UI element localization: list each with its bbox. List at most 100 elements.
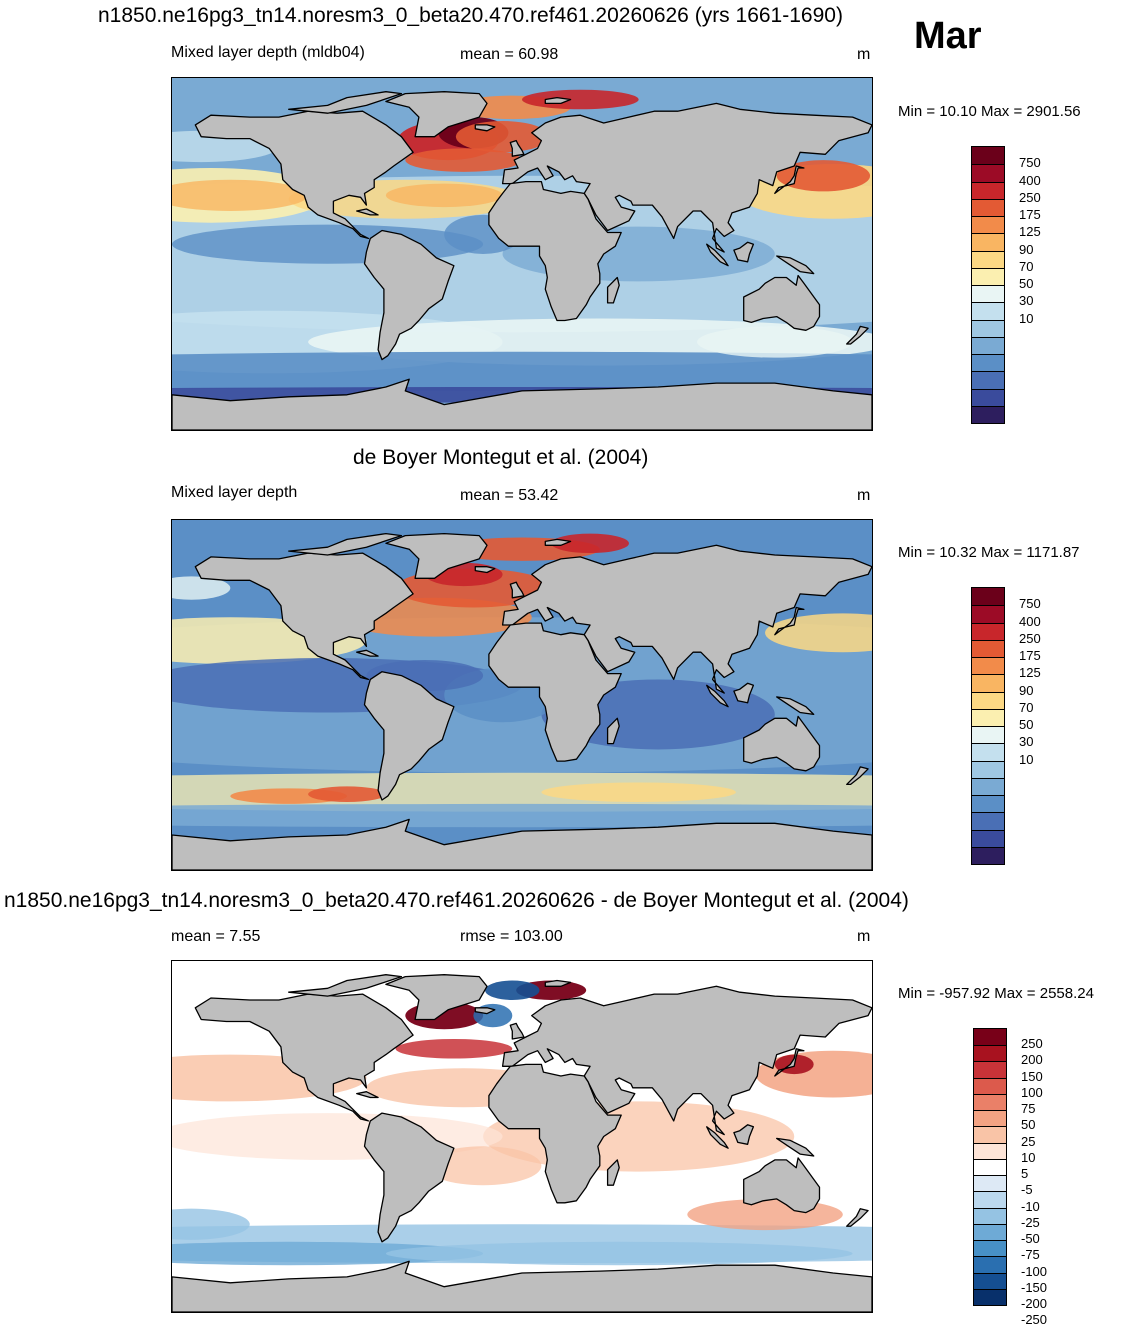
- colorbar-tick-label: 175: [1019, 207, 1041, 222]
- colorbar-tick-label: 200: [1021, 1052, 1043, 1068]
- landmass-madagascar: [606, 717, 620, 745]
- landmass-svalbard: [544, 979, 572, 987]
- colorbar-swatch: [972, 795, 1004, 813]
- colorbar-tick-label: -5: [1021, 1182, 1033, 1198]
- landmass-canadaIslands: [288, 974, 403, 997]
- landmass-britain: [509, 581, 525, 599]
- colorbar-swatch: [972, 250, 1004, 268]
- landmass-northAmerica: [194, 993, 414, 1122]
- colorbar-swatch: [974, 1061, 1006, 1078]
- landmass-antarctica: [172, 1260, 872, 1312]
- colorbar-swatch: [974, 1223, 1006, 1241]
- panel2-mean-label: mean = 53.42: [460, 487, 559, 504]
- landmass-greenland: [385, 974, 488, 1021]
- colorbar-tick-label: 125: [1019, 224, 1041, 240]
- colorbar-tick-label: 125: [1019, 665, 1041, 681]
- colorbar-tick-label: 90: [1019, 682, 1034, 698]
- landmass-cuba: [356, 649, 379, 657]
- colorbar-swatch: [972, 233, 1004, 251]
- colorbar-tick-label: -150: [1021, 1279, 1048, 1295]
- colorbar-tick-label: 250: [1021, 1036, 1043, 1052]
- colorbar-tick-label: -250: [1021, 1312, 1048, 1327]
- colorbar-swatch: [974, 1175, 1006, 1192]
- landmass-africa: [488, 180, 622, 322]
- colorbar-tick-label: 5: [1021, 1166, 1029, 1182]
- colorbar-tick-label: 10: [1021, 1149, 1036, 1165]
- colorbar-tick-label: 10: [1019, 751, 1034, 767]
- colorbar-swatch: [972, 846, 1004, 864]
- panel2-units: m: [857, 487, 871, 504]
- colorbar-swatch: [972, 388, 1004, 406]
- landmass-madagascar: [606, 276, 620, 304]
- panel1-minmax: Min = 10.10 Max = 2901.56: [898, 103, 1081, 120]
- landmass-newGuinea: [776, 255, 815, 275]
- map-canvas: [172, 78, 872, 430]
- landmass-antarctica: [172, 378, 872, 430]
- colorbar-swatch: [972, 302, 1004, 320]
- panel3-title: n1850.ne16pg3_tn14.noresm3_0_beta20.470.…: [4, 889, 909, 912]
- landmass-iceland: [474, 1007, 496, 1015]
- colorbar-swatch: [972, 336, 1004, 354]
- colorbar-swatch: [974, 1045, 1006, 1062]
- panel2-colorbar: [971, 587, 1005, 865]
- landmass-eurasia: [501, 102, 872, 253]
- colorbar-swatch: [974, 1256, 1006, 1273]
- colorbar-swatch: [972, 674, 1004, 692]
- landmass-australia: [743, 274, 821, 331]
- landmass-cuba: [356, 208, 379, 216]
- colorbar-tick-label: -200: [1021, 1296, 1048, 1311]
- landmass-borneo: [733, 241, 755, 263]
- colorbar-swatch: [974, 1093, 1006, 1111]
- landmass-greenland: [385, 532, 488, 579]
- colorbar-swatch: [972, 777, 1004, 795]
- colorbar-swatch: [974, 1142, 1006, 1159]
- colorbar-tick-label: 30: [1019, 293, 1034, 309]
- colorbar-swatch: [972, 726, 1004, 744]
- landmass-africa: [488, 1063, 622, 1204]
- field-blob: [551, 533, 629, 554]
- panel2-left-label: Mixed layer depth: [171, 484, 298, 501]
- panel3-minmax: Min = -957.92 Max = 2558.24: [898, 985, 1094, 1002]
- colorbar-tick-label: 175: [1019, 648, 1041, 663]
- field-blob: [541, 782, 736, 802]
- colorbar-swatch: [972, 605, 1004, 623]
- panel3-mean-label: mean = 7.55: [171, 928, 261, 945]
- colorbar-swatch: [972, 198, 1004, 216]
- landmass-australia: [743, 1157, 821, 1214]
- field-blob: [172, 351, 872, 391]
- landmass-japan: [774, 165, 805, 195]
- field-blob: [308, 786, 386, 802]
- colorbar-swatch: [974, 1207, 1006, 1224]
- field-blob: [385, 1241, 853, 1266]
- colorbar-tick-label: 50: [1019, 717, 1034, 732]
- panel1-units: m: [857, 46, 871, 63]
- landmass-newGuinea: [776, 1137, 815, 1157]
- colorbar-tick-label: 75: [1021, 1101, 1036, 1117]
- landmass-indonesia1: [706, 243, 729, 267]
- colorbar-swatch: [974, 1288, 1006, 1305]
- colorbar-tick-label: -25: [1021, 1214, 1040, 1230]
- colorbar-tick-label: 400: [1019, 613, 1041, 629]
- colorbar-tick-label: -50: [1021, 1231, 1040, 1247]
- field-blob: [172, 179, 309, 211]
- colorbar-tick-label: 50: [1019, 276, 1034, 291]
- colorbar-tick-label: 70: [1019, 258, 1034, 274]
- landmass-africa: [488, 622, 622, 762]
- colorbar-swatch: [972, 181, 1004, 199]
- landmass-southAmerica: [363, 671, 455, 801]
- landmass-newGuinea: [776, 696, 815, 716]
- landmass-newZealand: [846, 1208, 869, 1227]
- colorbar-tick-label: 70: [1019, 699, 1034, 715]
- colorbar-tick-label: 250: [1019, 189, 1041, 205]
- field-blob: [172, 576, 231, 600]
- field-blob: [385, 183, 503, 208]
- panel2-map: [171, 519, 873, 871]
- colorbar-tick-label: 25: [1021, 1133, 1036, 1149]
- panel1-colorbar: [971, 146, 1005, 424]
- field-blob: [455, 121, 550, 153]
- panel3-colorbar: [973, 1028, 1007, 1306]
- map-canvas: [172, 961, 872, 1312]
- colorbar-swatch: [972, 371, 1004, 389]
- landmass-madagascar: [606, 1159, 620, 1186]
- colorbar-swatch: [972, 743, 1004, 761]
